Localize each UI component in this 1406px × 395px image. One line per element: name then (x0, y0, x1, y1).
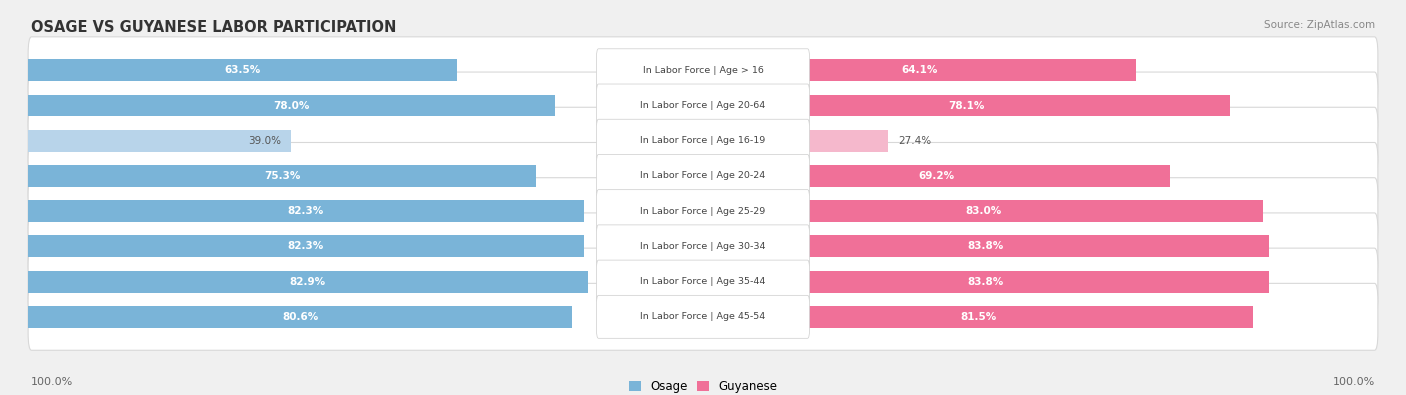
Text: 82.3%: 82.3% (288, 206, 323, 216)
Bar (703, 235, 1268, 257)
Legend: Osage, Guyanese: Osage, Guyanese (624, 376, 782, 395)
Bar (28, 165, 536, 187)
Text: 27.4%: 27.4% (898, 136, 931, 146)
FancyBboxPatch shape (596, 190, 810, 233)
Text: In Labor Force | Age 20-64: In Labor Force | Age 20-64 (640, 101, 766, 110)
Text: 78.1%: 78.1% (949, 100, 984, 111)
Bar (28, 235, 583, 257)
Bar (28, 306, 572, 328)
Text: 39.0%: 39.0% (249, 136, 281, 146)
Bar (28, 200, 583, 222)
FancyBboxPatch shape (28, 248, 1378, 315)
FancyBboxPatch shape (28, 143, 1378, 209)
Text: OSAGE VS GUYANESE LABOR PARTICIPATION: OSAGE VS GUYANESE LABOR PARTICIPATION (31, 20, 396, 35)
Bar (703, 59, 1136, 81)
Text: In Labor Force | Age 20-24: In Labor Force | Age 20-24 (640, 171, 766, 181)
FancyBboxPatch shape (28, 178, 1378, 245)
Text: 100.0%: 100.0% (1333, 377, 1375, 387)
Text: In Labor Force | Age 30-34: In Labor Force | Age 30-34 (640, 242, 766, 251)
Bar (703, 306, 1253, 328)
FancyBboxPatch shape (596, 225, 810, 268)
Text: 64.1%: 64.1% (901, 65, 938, 75)
Text: In Labor Force | Age > 16: In Labor Force | Age > 16 (643, 66, 763, 75)
Bar (703, 130, 889, 152)
FancyBboxPatch shape (28, 72, 1378, 139)
FancyBboxPatch shape (596, 154, 810, 198)
FancyBboxPatch shape (596, 84, 810, 127)
Text: 82.9%: 82.9% (290, 276, 326, 287)
Text: Source: ZipAtlas.com: Source: ZipAtlas.com (1264, 20, 1375, 30)
Text: In Labor Force | Age 45-54: In Labor Force | Age 45-54 (640, 312, 766, 321)
FancyBboxPatch shape (28, 213, 1378, 280)
Bar (703, 200, 1263, 222)
Bar (28, 59, 457, 81)
Text: In Labor Force | Age 25-29: In Labor Force | Age 25-29 (640, 207, 766, 216)
Text: 69.2%: 69.2% (918, 171, 955, 181)
FancyBboxPatch shape (596, 260, 810, 303)
Bar (28, 94, 554, 117)
Bar (703, 271, 1268, 293)
Text: In Labor Force | Age 16-19: In Labor Force | Age 16-19 (640, 136, 766, 145)
Text: 80.6%: 80.6% (283, 312, 318, 322)
FancyBboxPatch shape (596, 119, 810, 162)
Bar (703, 165, 1170, 187)
Text: 83.8%: 83.8% (967, 241, 1004, 251)
Text: 82.3%: 82.3% (288, 241, 323, 251)
Text: 78.0%: 78.0% (273, 100, 309, 111)
Text: 83.0%: 83.0% (965, 206, 1001, 216)
FancyBboxPatch shape (28, 283, 1378, 350)
Bar (28, 130, 291, 152)
Text: In Labor Force | Age 35-44: In Labor Force | Age 35-44 (640, 277, 766, 286)
Text: 75.3%: 75.3% (264, 171, 301, 181)
Text: 83.8%: 83.8% (967, 276, 1004, 287)
Bar (703, 94, 1230, 117)
FancyBboxPatch shape (28, 37, 1378, 104)
Text: 63.5%: 63.5% (225, 65, 260, 75)
FancyBboxPatch shape (28, 107, 1378, 174)
Text: 81.5%: 81.5% (960, 312, 995, 322)
Text: 100.0%: 100.0% (31, 377, 73, 387)
FancyBboxPatch shape (596, 295, 810, 338)
Bar (28, 271, 588, 293)
FancyBboxPatch shape (596, 49, 810, 92)
